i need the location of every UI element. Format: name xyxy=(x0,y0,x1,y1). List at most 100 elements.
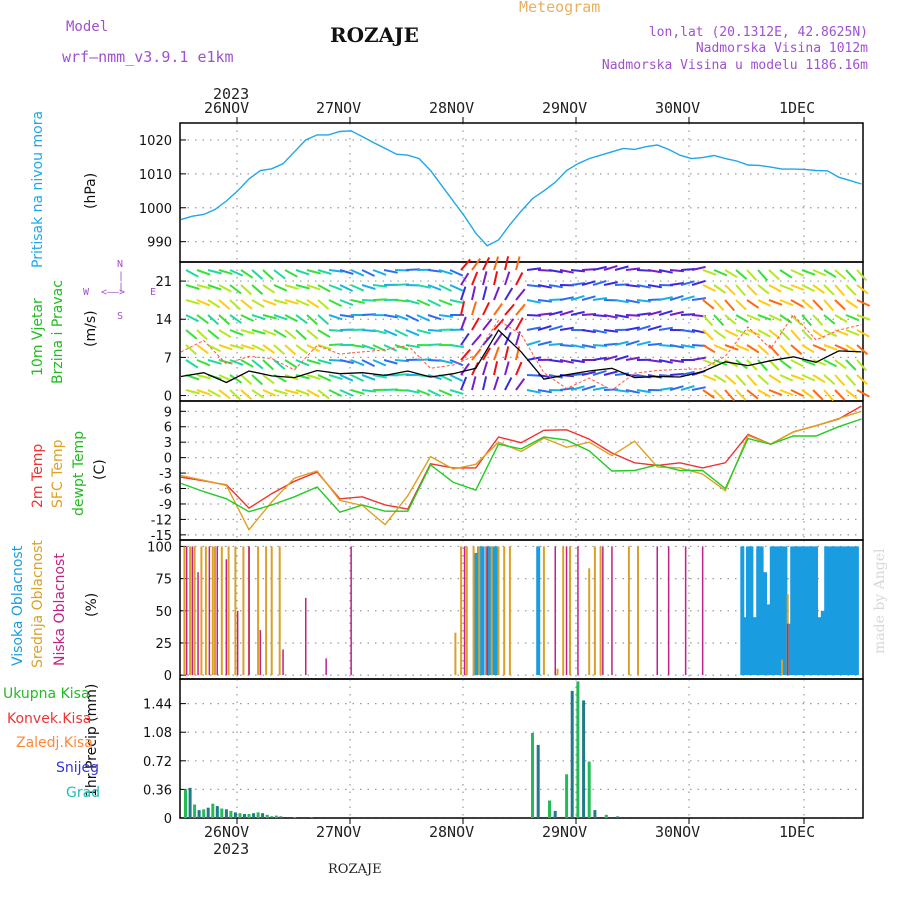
wind-arrow xyxy=(207,329,220,340)
visoka-bar xyxy=(820,610,825,676)
wind-arrow xyxy=(647,310,662,316)
visoka-bar xyxy=(490,546,495,676)
wind-arrow xyxy=(438,269,453,276)
wind-arrow xyxy=(306,389,320,398)
wind-arrow xyxy=(570,269,586,273)
srednja-bar xyxy=(257,546,260,676)
wind-arrow xyxy=(592,265,607,271)
wind-arrow xyxy=(372,269,387,276)
precip-bar xyxy=(233,812,237,818)
ytick-label: 1000 xyxy=(139,202,172,217)
niska-bar xyxy=(191,546,194,676)
niska-bar xyxy=(554,546,556,676)
model-elevation-label: Nadmorska Visina u modelu 1186.16m xyxy=(601,58,868,73)
visoka-bar xyxy=(844,546,849,676)
visoka-bar xyxy=(749,546,754,676)
wind-arrow xyxy=(834,314,848,323)
wind-arrow xyxy=(790,299,804,308)
wind-arrow xyxy=(317,269,332,275)
wind-arrow xyxy=(251,314,266,321)
wind-arrow xyxy=(526,356,541,361)
wind-arrow xyxy=(658,326,673,331)
wind-arrow xyxy=(240,269,254,279)
wind-arrow xyxy=(603,370,618,376)
wind-arrow xyxy=(361,389,377,393)
wind-arrow xyxy=(273,329,287,339)
wind-compass: N S W E <——> | | xyxy=(83,259,156,325)
wind-arrow xyxy=(427,374,442,381)
wind-arrow xyxy=(592,297,608,301)
wind-arrow xyxy=(493,286,501,301)
wind-arrow xyxy=(196,299,211,307)
wind-arrow xyxy=(196,269,211,276)
wind-arrow xyxy=(735,329,750,336)
visoka-bar xyxy=(797,546,801,676)
wind-arrow xyxy=(273,299,288,305)
srednja-bar xyxy=(497,546,500,676)
niska-bar xyxy=(259,630,262,676)
wind-arrow xyxy=(218,299,231,310)
wind-arrow xyxy=(625,339,640,346)
wind-arrow xyxy=(625,267,641,271)
visoka-bar xyxy=(800,546,805,676)
wind-arrow xyxy=(372,284,388,288)
wind-arrow xyxy=(812,359,827,366)
srednja-bar xyxy=(542,546,545,676)
visoka-bar xyxy=(810,546,815,676)
wind-arrow xyxy=(482,347,491,361)
pressure-line xyxy=(180,130,862,247)
compass-n: N xyxy=(117,259,124,270)
wind-arrow xyxy=(669,269,684,273)
visoka-bar xyxy=(790,546,795,676)
panel-frame xyxy=(179,678,864,819)
wind-arrow xyxy=(812,284,825,294)
year-bottom: 2023 xyxy=(213,840,250,858)
wind-arrow xyxy=(251,359,264,370)
niska-bar xyxy=(786,623,789,676)
wind-arrow xyxy=(636,284,651,289)
wind-arrow xyxy=(570,344,585,349)
niska-bar xyxy=(463,546,466,676)
wind-arrow xyxy=(647,284,662,289)
niska-bar xyxy=(611,546,613,676)
wind-arrow xyxy=(317,359,332,365)
wind-arrow xyxy=(570,359,585,364)
wind-arrow xyxy=(801,344,815,354)
srednja-bar xyxy=(485,546,487,676)
wind-arrow xyxy=(856,359,867,372)
wind-arrow xyxy=(757,344,770,356)
wind-arrow xyxy=(482,376,488,391)
wind-arrow xyxy=(746,284,758,296)
wind-arrow xyxy=(306,374,321,380)
wind-arrow xyxy=(790,344,803,355)
wind-arrow xyxy=(713,374,727,384)
wind-arrow xyxy=(185,299,200,305)
wind-arrow xyxy=(559,387,575,391)
wind-arrow xyxy=(416,314,431,322)
precip-legend-1: Konvek.Kisa xyxy=(7,711,92,727)
wind-arrow xyxy=(570,310,585,316)
compass-s: S xyxy=(117,311,124,322)
srednja-bar xyxy=(599,546,602,676)
wind-arrow xyxy=(295,284,310,290)
wind-arrow xyxy=(493,332,503,346)
wind-arrow xyxy=(273,389,288,395)
wind-arrow xyxy=(526,267,542,271)
wind-arrow xyxy=(845,359,857,371)
wind-arrow xyxy=(724,299,736,312)
visoka-bar xyxy=(834,546,839,676)
wind-arrow xyxy=(515,361,523,376)
wind-arrow xyxy=(581,370,596,376)
wind-arrow xyxy=(559,309,574,316)
wind-arrow xyxy=(262,389,277,397)
niska-bar xyxy=(216,546,218,676)
wind-arrow xyxy=(713,314,725,326)
visoka-bar xyxy=(473,552,478,676)
visoka-bar xyxy=(536,546,541,676)
wind-arrow xyxy=(746,389,759,400)
day-top-0: 26NOV xyxy=(204,99,250,117)
wind-arrow xyxy=(603,264,618,271)
wind-arrow xyxy=(471,317,480,331)
precip-bar xyxy=(206,807,210,818)
wind-arrow xyxy=(361,269,376,277)
